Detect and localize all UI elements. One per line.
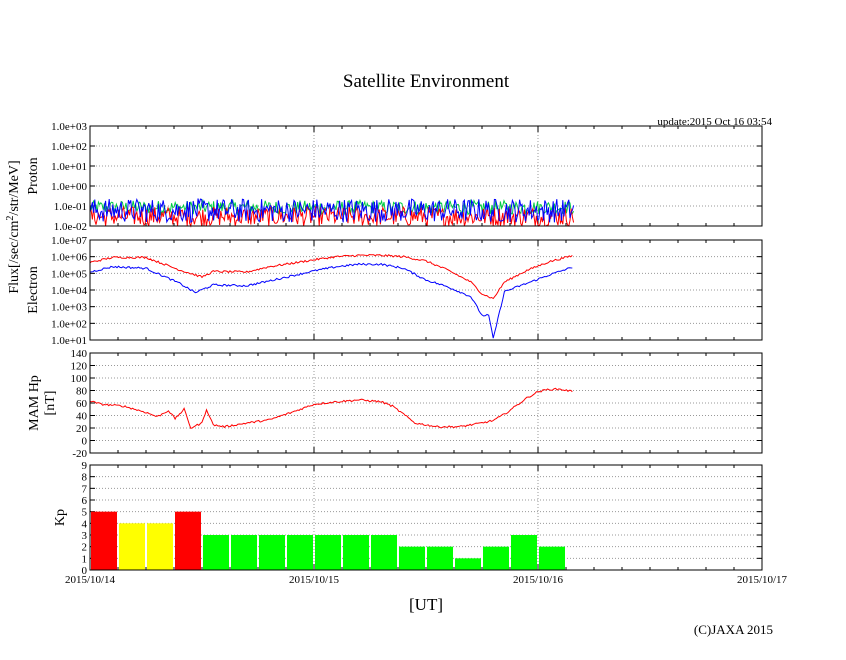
x-tick-label: 2015/10/16 [513,574,564,586]
mam_hp-ylabel-line2: [nT] [43,391,58,416]
kp-frame [89,464,763,571]
proton-ytick-label: 1.0e+00 [51,181,87,193]
kp-bar [427,546,453,570]
kp-bar [455,558,481,570]
mam_hp-ytick-label: 0 [82,436,88,448]
proton-panel: 1.0e-02 1.0e-01 1.0e+00 1.0e+01 1.0e+02 1.0e+… [26,121,763,233]
mam_hp-ytick-label: 40 [76,411,88,423]
x-tick-label: 2015/10/14 [65,574,116,586]
mam_hp-ytick-label: 100 [71,373,88,385]
kp-ytick-label: 9 [82,460,88,472]
proton-frame [89,125,763,227]
kp-bar [175,511,201,570]
kp-bar [371,535,397,570]
electron-panel: 1.0e+01 1.0e+02 1.0e+03 1.0e+04 1.0e+05 1.0e+… [26,235,763,347]
mam_hp-ytick-label: -20 [72,448,87,460]
kp-bar [483,546,509,570]
kp-ytick-label: 6 [82,495,88,507]
electron-ytick-label: 1.0e+05 [51,268,87,280]
electron-frame [89,239,763,341]
mam_hp-ytick-label: 60 [76,398,88,410]
kp-bar [287,535,313,570]
kp-bar [203,535,229,570]
kp-bar [511,535,537,570]
kp-bar [91,511,117,570]
mam_hp-frame [89,352,763,454]
kp-ytick-label: 7 [82,483,88,495]
x-axis-label: [UT] [409,595,443,614]
kp-bar [539,546,565,570]
mam_hp-ytick-label: 20 [76,423,88,435]
proton-ytick-label: 1.0e+03 [51,121,87,133]
proton-ytick-label: 1.0e+02 [51,141,87,153]
mam_hp-series-red [89,387,573,430]
proton-series-blue [89,197,575,224]
x-tick-label: 2015/10/15 [289,574,340,586]
electron-ytick-label: 1.0e+07 [51,235,87,247]
kp-ylabel: Kp [53,509,68,526]
flux-label-prefix: Flux[/sec/cm [7,220,22,293]
kp-bar [343,535,369,570]
electron-ytick-label: 1.0e+02 [51,318,87,330]
flux-label-sup: 2 [5,216,16,221]
mam_hp-ytick-label: 140 [71,348,88,360]
mam_hp-ytick-label: 80 [76,386,88,398]
chart-title: Satellite Environment [343,71,510,92]
flux-axis-label: Flux[/sec/cm2/str/MeV] [5,160,22,293]
electron-series-blue [89,262,573,339]
proton-ylabel: Proton [26,157,41,194]
kp-ytick-label: 2 [82,542,88,554]
x-tick-label: 2015/10/17 [737,574,788,586]
kp-bar [231,535,257,570]
kp-bar [315,535,341,570]
flux-label-suffix: /str/MeV] [7,160,22,215]
mam_hp-ytick-label: 120 [71,361,88,373]
kp-bar [119,523,145,570]
proton-ytick-label: 1.0e-02 [54,221,87,233]
electron-ylabel: Electron [26,266,41,313]
proton-ytick-label: 1.0e+01 [51,161,87,173]
panels-group: 1.0e-021.0e-011.0e+001.0e+011.0e+021.0e+… [26,121,788,586]
proton-ytick-label: 1.0e-01 [54,201,87,213]
kp-ytick-label: 5 [82,507,88,519]
electron-ytick-label: 1.0e+06 [51,252,87,264]
mam_hp-ylabel-line1: MAM Hp [27,375,42,431]
copyright-text: (C)JAXA 2015 [694,622,773,637]
kp-bar [147,523,173,570]
kp-ytick-label: 4 [82,518,88,530]
update-timestamp: update:2015 Oct 16 03:54 [657,116,772,128]
electron-series-red [89,253,573,300]
electron-ytick-label: 1.0e+04 [51,285,87,297]
kp-ytick-label: 0 [82,565,88,577]
kp-ytick-label: 1 [82,553,88,565]
kp-bar [259,535,285,570]
kp-bar [399,546,425,570]
electron-ytick-label: 1.0e+01 [51,335,87,347]
kp-ytick-label: 3 [82,530,88,542]
electron-ytick-label: 1.0e+03 [51,302,87,314]
kp-ytick-label: 8 [82,472,88,484]
